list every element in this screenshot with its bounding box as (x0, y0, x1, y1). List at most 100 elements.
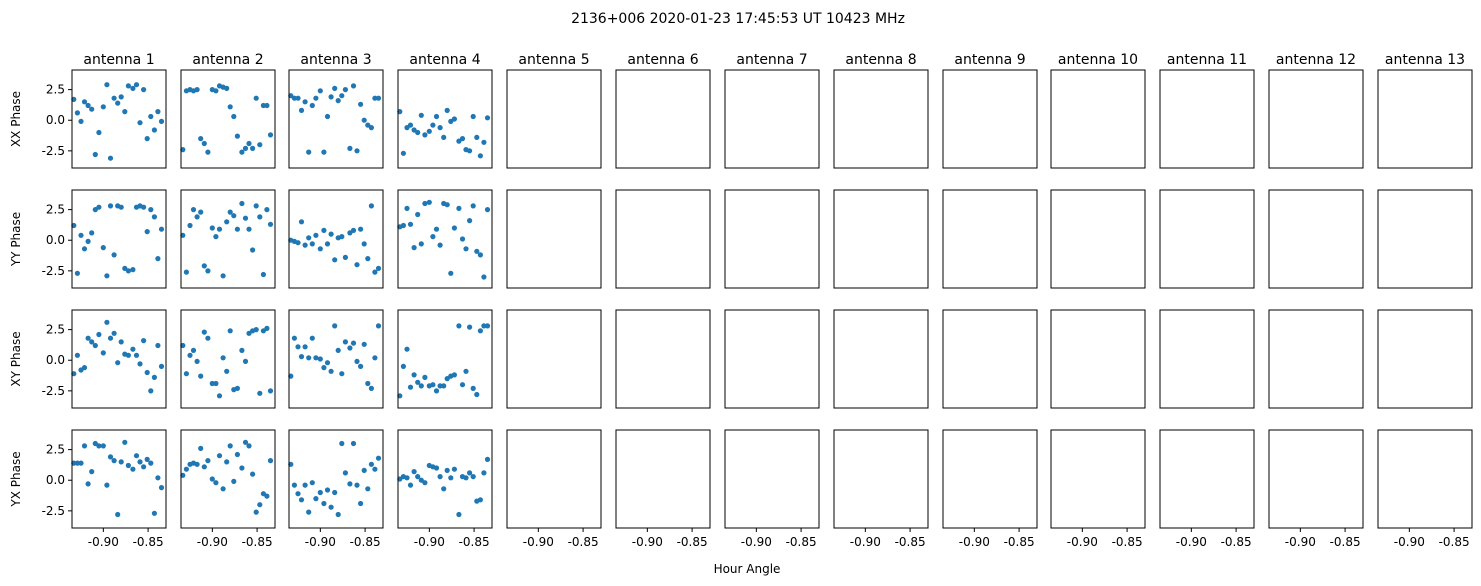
data-point (100, 443, 106, 449)
column-title: antenna 1 (83, 52, 154, 68)
data-point (74, 110, 80, 116)
data-point (158, 226, 165, 232)
x-tick-label: -0.85 (459, 535, 490, 549)
x-tick-label: -0.90 (197, 535, 228, 549)
column-title: antenna 10 (1058, 52, 1138, 68)
subplot-4-13: -0.90 -0.85 (1377, 429, 1473, 549)
data-point (130, 85, 136, 91)
data-point (104, 273, 110, 279)
data-point (85, 102, 91, 109)
axes-frame (724, 69, 820, 169)
data-point (100, 350, 106, 356)
data-point (361, 117, 367, 123)
data-point (92, 151, 98, 158)
x-tick-label: -0.90 (959, 535, 990, 549)
axes-frame (1050, 69, 1146, 169)
data-point (96, 443, 102, 449)
data-point (234, 385, 240, 391)
data-point (321, 227, 327, 233)
x-tick-label: -0.90 (523, 535, 554, 549)
data-point (328, 94, 334, 100)
data-point (216, 393, 223, 399)
data-point (422, 374, 428, 380)
axes-frame (1050, 309, 1146, 409)
data-point (368, 385, 374, 391)
axes-frame (288, 309, 384, 409)
data-point (250, 471, 256, 477)
figure-title: 2136+006 2020-01-23 17:45:53 UT 10423 MH… (571, 11, 905, 27)
data-point (122, 109, 128, 115)
data-point (404, 346, 410, 352)
data-point (125, 268, 131, 274)
data-point (144, 229, 150, 235)
x-tick-label: -0.85 (133, 535, 164, 549)
data-point (400, 222, 406, 229)
data-point (372, 355, 378, 361)
y-tick-label: 0.0 (46, 473, 65, 487)
data-point (151, 214, 157, 220)
data-point (306, 149, 312, 155)
subplot-2-8 (833, 189, 929, 289)
data-point (368, 203, 374, 209)
data-point (151, 127, 157, 133)
data-point (187, 222, 193, 229)
data-point (201, 464, 207, 470)
subplot-grid: antenna 1 2.5 0.0 -2.5 XX Phase antenna 2 ante… (9, 52, 1473, 549)
data-point (151, 374, 157, 380)
data-point (78, 118, 84, 124)
axes-frame (1050, 189, 1146, 289)
column-title: antenna 12 (1276, 52, 1356, 68)
data-point (111, 252, 117, 258)
axes-frame (180, 189, 276, 289)
data-point (372, 95, 378, 101)
data-point (264, 325, 270, 331)
data-point (415, 379, 421, 385)
data-point (144, 369, 150, 376)
data-point (239, 465, 245, 471)
data-point (306, 235, 312, 241)
column-title: antenna 6 (627, 52, 698, 68)
y-tick-label: -2.5 (42, 264, 65, 278)
data-point (183, 466, 189, 472)
data-point (342, 87, 348, 93)
data-point (216, 453, 223, 459)
axes-frame (833, 69, 929, 169)
data-point (205, 149, 211, 155)
data-point (257, 390, 263, 396)
data-point (198, 373, 204, 379)
data-point (213, 88, 219, 94)
axes-frame (71, 429, 167, 529)
data-point (231, 478, 237, 484)
data-point (158, 118, 165, 124)
subplot-2-10 (1050, 189, 1146, 289)
axes-frame (615, 309, 711, 409)
y-tick-label: 0.0 (46, 353, 65, 367)
data-point (430, 234, 436, 240)
data-point (125, 352, 131, 358)
data-point (239, 347, 245, 353)
data-point (481, 139, 487, 145)
data-point (418, 241, 424, 247)
data-point (89, 339, 95, 345)
data-point (122, 439, 128, 445)
data-point (358, 500, 364, 507)
subplot-4-5: -0.90 -0.85 (506, 429, 602, 549)
y-axis-label: YX Phase (9, 451, 23, 507)
data-point (220, 273, 226, 279)
subplot-3-1: 2.5 0.0 -2.5 XY Phase (9, 309, 167, 409)
x-tick-label: -0.90 (632, 535, 663, 549)
y-axis-label: YY Phase (9, 212, 23, 267)
data-point (234, 226, 240, 232)
data-point (470, 113, 476, 120)
data-point (437, 383, 443, 389)
data-point (354, 148, 360, 154)
data-point (141, 338, 147, 344)
data-point (339, 371, 345, 377)
subplot-3-3 (288, 309, 384, 409)
subplot-1-6: antenna 6 (615, 52, 711, 169)
subplot-3-2 (180, 309, 276, 409)
subplot-2-2 (180, 189, 276, 289)
data-point (148, 113, 154, 120)
data-point (115, 511, 121, 518)
